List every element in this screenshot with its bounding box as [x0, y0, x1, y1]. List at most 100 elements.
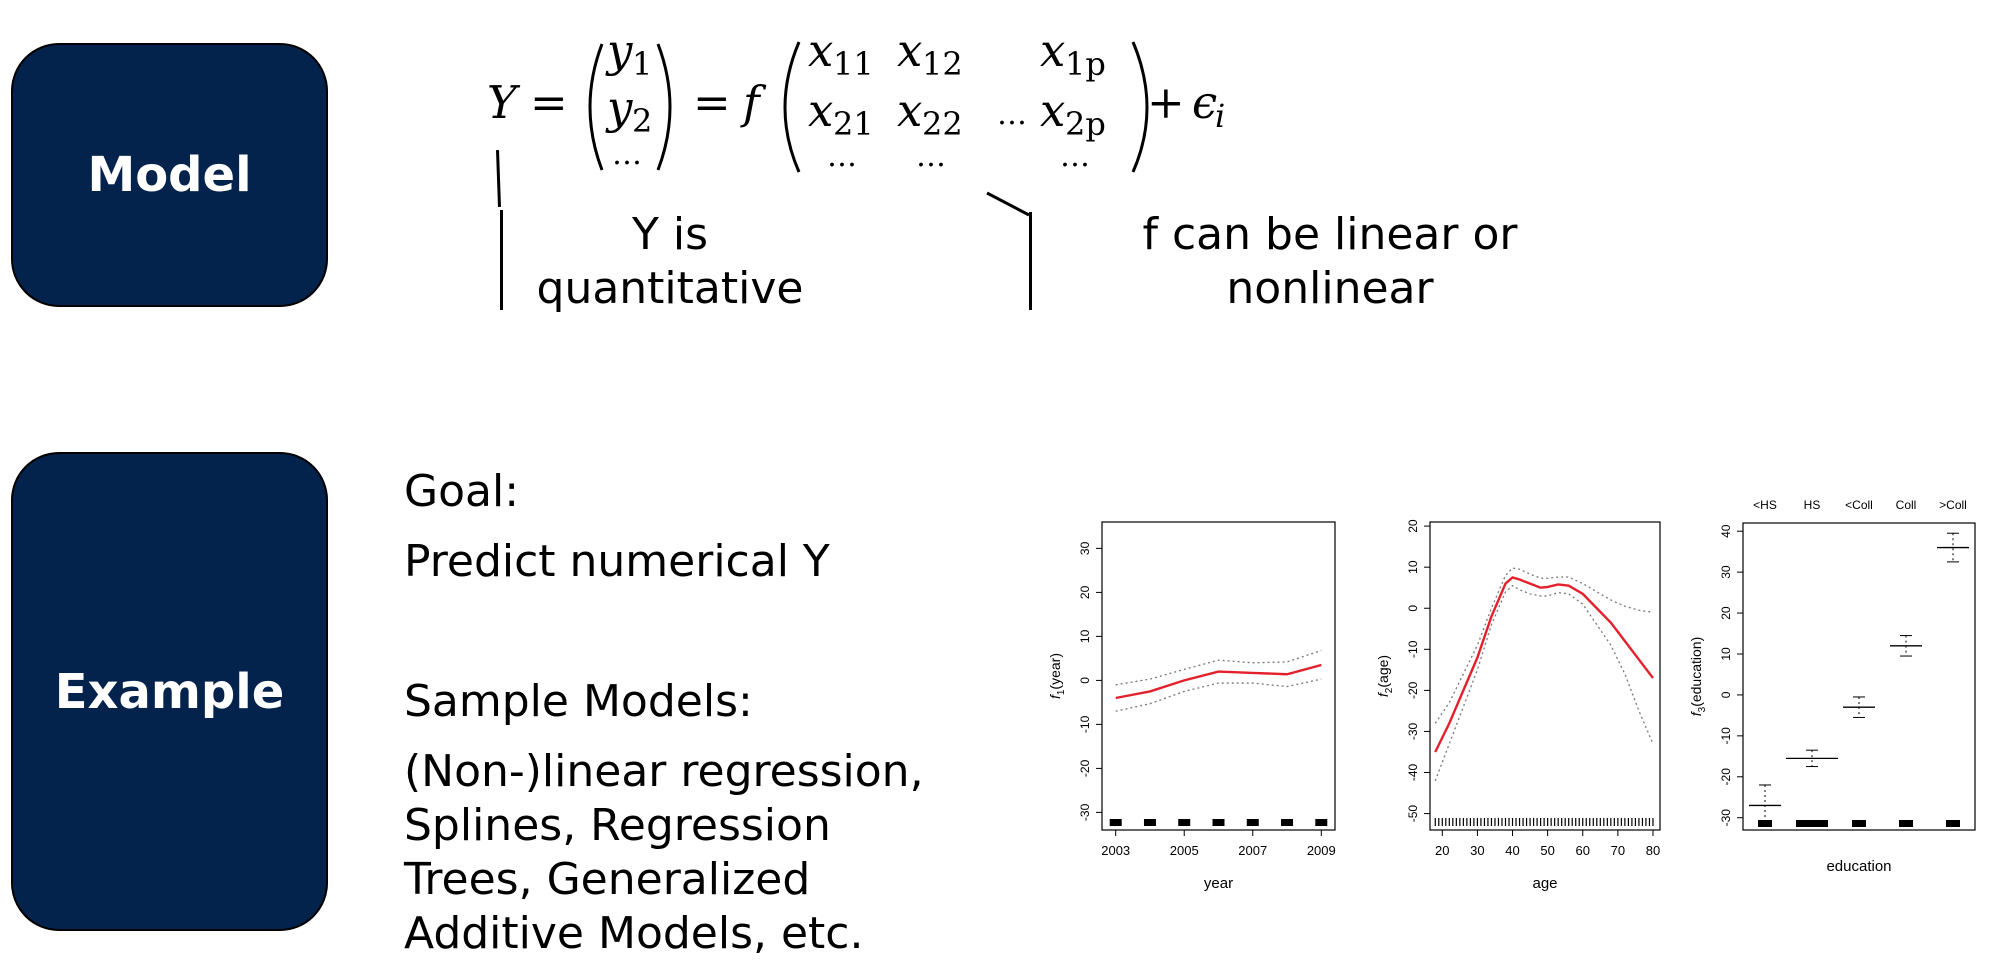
- f-connector-diagonal: [986, 191, 1030, 217]
- eq-y1: y: [607, 24, 633, 77]
- edu-y-tick-label: 10: [1719, 647, 1733, 661]
- eq-col1-dots: …: [827, 139, 857, 174]
- eq-y2-sub: 2: [632, 102, 653, 140]
- age-x-tick-label: 40: [1505, 843, 1519, 858]
- year-y-tick-label: -30: [1078, 803, 1092, 821]
- eq-x2p: x: [1040, 84, 1066, 137]
- edu-category-label: HS: [1804, 498, 1821, 512]
- models-line-1: (Non-)linear regression,: [404, 746, 924, 797]
- age-series-upper: [1434, 567, 1654, 724]
- chart-age: -50 -40 -30 -20 -10 0 10 20 20 30 40 50 60 70 80 age f2(…: [1375, 519, 1661, 892]
- goal-label: Goal:: [404, 466, 520, 517]
- edu-rug-mark: [1899, 820, 1913, 827]
- year-series-lower: [1115, 678, 1322, 712]
- model-label: Model: [87, 147, 252, 203]
- year-rug-mark: [1212, 819, 1225, 826]
- eq-epsilon: ϵ: [1192, 76, 1218, 129]
- age-ylabel: f2(age): [1375, 655, 1395, 697]
- year-y-tick-label: 30: [1078, 541, 1092, 555]
- y-note: Y is quantitative: [520, 208, 820, 316]
- eq-x2p-sub: 2p: [1065, 105, 1106, 143]
- edu-y-tick-label: 30: [1719, 565, 1733, 579]
- eq-epsilon-sub: i: [1215, 97, 1226, 135]
- eq-y2: y: [607, 81, 633, 134]
- age-y-tick-label: -30: [1406, 722, 1420, 740]
- f-note: f can be linear or nonlinear: [1105, 208, 1555, 316]
- y-connector-lower: [500, 210, 503, 310]
- age-y-tick-label: -50: [1406, 805, 1420, 823]
- age-x-tick-label: 30: [1470, 843, 1484, 858]
- edu-y-tick-label: 20: [1719, 606, 1733, 620]
- age-y-tick-label: -20: [1406, 681, 1420, 699]
- edu-ylabel: f3(education): [1688, 637, 1708, 717]
- example-label: Example: [54, 663, 285, 720]
- year-y-tick-label: 0: [1078, 677, 1092, 684]
- age-y-tick-label: -40: [1406, 764, 1420, 782]
- year-xlabel: year: [1204, 875, 1233, 892]
- age-frame: [1429, 521, 1661, 831]
- eq-plus: +: [1147, 76, 1185, 129]
- edu-category-label: >Coll: [1939, 498, 1967, 512]
- year-y-tick-label: 10: [1078, 629, 1092, 643]
- age-series-fit: [1434, 576, 1654, 753]
- eq-f: f: [743, 76, 760, 129]
- age-y-tick-label: 10: [1406, 560, 1420, 574]
- paren-vector: [588, 43, 672, 171]
- year-x-tick-label: 2005: [1170, 843, 1199, 858]
- edu-y-tick-label: 40: [1719, 524, 1733, 538]
- eq-y1-sub: 1: [632, 45, 653, 83]
- models-lines: (Non-)linear regression, Splines, Regres…: [404, 745, 924, 961]
- chart-year: -30 -20 -10 0 10 20 30 2003 2005 2007 2009 year f1(y…: [1047, 521, 1336, 892]
- eq-x1p-sub: 1p: [1065, 45, 1106, 83]
- edu-rug-mark: [1796, 820, 1828, 827]
- eq-x22-sub: 22: [922, 105, 963, 143]
- eq-col2-dots: …: [916, 139, 946, 174]
- edu-y-tick-label: -10: [1719, 727, 1733, 745]
- eq-mid-dots: …: [997, 97, 1027, 132]
- eq-x12: x: [897, 24, 923, 77]
- y-connector-upper: [496, 149, 501, 208]
- age-x-tick-label: 70: [1611, 843, 1625, 858]
- age-xlabel: age: [1532, 875, 1557, 892]
- year-rug-mark: [1246, 819, 1259, 826]
- paren-matrix: [783, 41, 1149, 173]
- edu-rug-mark: [1852, 820, 1866, 827]
- eq-x1p: x: [1040, 24, 1066, 77]
- y-note-line-2: quantitative: [536, 263, 804, 314]
- eq-x22: x: [897, 84, 923, 137]
- year-x-tick-label: 2003: [1101, 843, 1130, 858]
- goal-text: Predict numerical Y: [404, 536, 830, 587]
- year-series-upper: [1115, 649, 1322, 686]
- edu-category-label: <HS: [1753, 498, 1777, 512]
- models-line-3: Trees, Generalized: [404, 854, 811, 905]
- year-y-tick-label: -10: [1078, 715, 1092, 733]
- year-y-tick-label: 20: [1078, 585, 1092, 599]
- edu-rug-mark: [1758, 820, 1772, 827]
- edu-category-label: Coll: [1896, 498, 1917, 512]
- edu-frame: [1742, 522, 1976, 831]
- edu-y-tick-label: 0: [1719, 691, 1733, 698]
- age-x-tick-label: 50: [1540, 843, 1554, 858]
- year-frame: [1101, 521, 1336, 831]
- year-series-fit: [1115, 663, 1322, 700]
- year-rug-mark: [1143, 819, 1156, 826]
- age-x-tick-label: 20: [1435, 843, 1449, 858]
- f-connector-vertical: [1029, 212, 1032, 310]
- eq-Y: Y: [487, 76, 517, 129]
- edu-y-tick-label: -30: [1719, 809, 1733, 827]
- eq-x21-sub: 21: [833, 105, 874, 143]
- eq-equals-1: =: [530, 76, 568, 129]
- age-x-tick-label: 60: [1576, 843, 1590, 858]
- model-box: Model: [11, 43, 328, 307]
- f-note-line-1: f can be linear or: [1142, 209, 1518, 260]
- eq-x11-sub: 11: [833, 45, 874, 83]
- eq-x21: x: [808, 84, 834, 137]
- chart-education: -30 -20 -10 0 10 20 30 40 <HS HS <Coll Coll >Coll edu…: [1688, 498, 1976, 875]
- eq-x11: x: [808, 24, 834, 77]
- models-line-4: Additive Models, etc.: [404, 908, 864, 959]
- year-rug-mark: [1178, 819, 1191, 826]
- year-x-tick-label: 2007: [1238, 843, 1267, 858]
- age-x-tick-label: 80: [1646, 843, 1660, 858]
- year-rug-mark: [1281, 819, 1294, 826]
- eq-col3-dots: …: [1060, 139, 1090, 174]
